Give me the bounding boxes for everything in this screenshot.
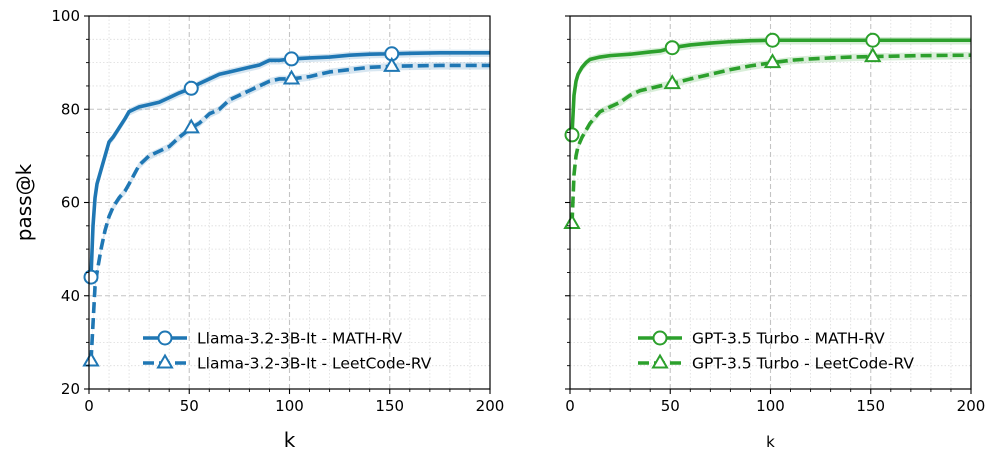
marker-triangle-leetcode [383,56,401,72]
series-line-leetcode [89,63,490,362]
major-grid [570,16,971,389]
y-tick-label: 20 [61,380,80,398]
plot-area [89,49,490,366]
markers [82,46,401,367]
series-line-math [89,51,490,278]
marker-circle-math [183,80,199,96]
marker-triangle-leetcode [563,213,581,229]
y-tick-label: 60 [61,194,80,212]
x-tick-label: 50 [661,397,680,415]
x-tick-label: 200 [476,397,505,415]
y-axis: 20 40 60 80 100 [51,7,89,398]
y-tick-label: 80 [61,100,80,118]
markers [563,32,882,229]
y-axis-label: pass@k [12,163,36,241]
legend-label-leetcode: Llama-3.2-3B-It - LeetCode-RV [197,355,432,373]
marker-triangle-leetcode [864,47,882,63]
y-axis [565,15,570,390]
series-line-math [570,38,971,135]
legend-label-math: Llama-3.2-3B-It - MATH-RV [197,330,402,348]
marker-triangle-leetcode [763,53,782,69]
x-tick-label: 100 [275,397,304,415]
chart-panel-llama: 0 50 100 150 200 k 20 40 60 80 100 pass@k Llama-3.2-… [12,7,504,452]
legend-marker-triangle [651,353,669,369]
marker-circle-math [765,32,781,48]
marker-triangle-leetcode [663,74,681,90]
marker-triangle-leetcode [282,69,301,85]
legend-marker-circle [157,330,173,346]
legend-marker-circle [652,330,668,346]
x-tick-label: 50 [180,397,199,415]
series-line-leetcode [570,53,971,224]
x-tick-label: 0 [565,397,575,415]
x-axis-label: k [284,428,296,452]
plot-area [570,36,971,228]
x-tick-label: 150 [856,397,885,415]
x-axis: 0 50 100 150 200 [84,389,504,415]
marker-circle-math [564,127,580,143]
x-axis: 0 50 100 150 200 [565,389,985,415]
marker-circle-math [865,32,881,48]
marker-circle-math [284,51,300,67]
legend-label-leetcode: GPT-3.5 Turbo - LeetCode-RV [692,355,914,373]
x-tick-label: 200 [957,397,986,415]
legend-label-math: GPT-3.5 Turbo - MATH-RV [692,330,885,348]
legend-marker-triangle [156,353,174,369]
x-axis-label: k [766,433,775,451]
marker-circle-math [664,40,680,56]
legend: GPT-3.5 Turbo - MATH-RV GPT-3.5 Turbo - L… [638,330,914,373]
major-grid [89,16,490,389]
marker-circle-math [83,269,99,285]
x-tick-label: 0 [84,397,94,415]
marker-triangle-leetcode [182,118,200,134]
y-tick-label: 40 [61,287,80,305]
y-tick-label: 100 [51,7,80,25]
marker-triangle-leetcode [82,351,100,367]
x-tick-label: 150 [375,397,404,415]
legend: Llama-3.2-3B-It - MATH-RV Llama-3.2-3B-It… [143,330,432,373]
x-tick-label: 100 [756,397,785,415]
